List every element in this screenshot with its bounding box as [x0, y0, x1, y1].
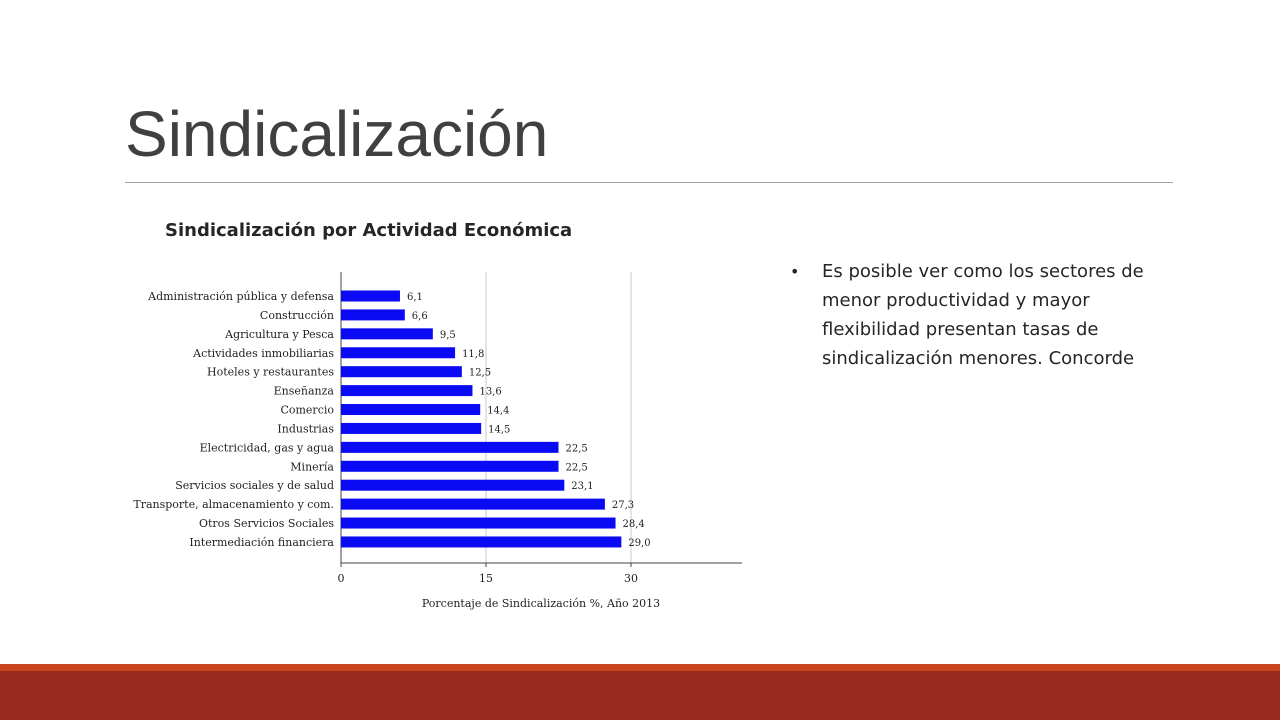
value-label-9: 22,5: [566, 462, 588, 473]
category-label-5: Enseñanza: [274, 385, 335, 398]
bullet-icon: •: [790, 262, 800, 281]
category-label-7: Industrias: [277, 422, 334, 435]
x-tick-label-2: 30: [624, 572, 638, 585]
value-label-0: 6,1: [407, 292, 423, 303]
bar-7: [341, 422, 482, 434]
value-label-8: 22,5: [566, 443, 588, 454]
category-label-4: Hoteles y restaurantes: [207, 366, 334, 379]
category-label-0: Administración pública y defensa: [147, 290, 334, 303]
bar-6: [341, 404, 481, 416]
bar-3: [341, 347, 456, 359]
bar-8: [341, 441, 559, 453]
value-label-1: 6,6: [412, 311, 428, 322]
bar-0: [341, 290, 400, 302]
value-label-10: 23,1: [571, 481, 593, 492]
value-label-6: 14,4: [487, 406, 509, 417]
bar-4: [341, 366, 462, 378]
bar-12: [341, 517, 616, 529]
x-tick-label-1: 15: [479, 572, 493, 585]
category-label-13: Intermediación financiera: [189, 536, 334, 549]
value-label-7: 14,5: [488, 424, 510, 435]
bullet-text: Es posible ver como los sectores de meno…: [822, 261, 1144, 369]
value-label-3: 11,8: [462, 349, 484, 360]
category-label-1: Construcción: [260, 309, 334, 322]
footer-band-accent: [0, 664, 1280, 671]
value-label-13: 29,0: [628, 538, 650, 549]
category-label-10: Servicios sociales y de salud: [175, 479, 334, 492]
category-label-8: Electricidad, gas y agua: [200, 441, 335, 454]
slide-title: Sindicalización: [125, 98, 549, 170]
bar-11: [341, 498, 605, 510]
value-label-11: 27,3: [612, 500, 634, 511]
bar-10: [341, 479, 565, 491]
bar-9: [341, 460, 559, 472]
category-label-6: Comercio: [280, 404, 334, 417]
category-label-3: Actividades inmobiliarias: [192, 347, 334, 360]
bullet-item: • Es posible ver como los sectores de me…: [790, 257, 1185, 373]
value-label-12: 28,4: [623, 519, 645, 530]
chart-heading: Sindicalización por Actividad Económica: [165, 220, 573, 241]
category-label-2: Agricultura y Pesca: [224, 328, 334, 341]
category-label-9: Minería: [290, 460, 334, 473]
value-label-5: 13,6: [479, 387, 501, 398]
x-axis-label: Porcentaje de Sindicalización %, Año 201…: [422, 597, 660, 610]
x-tick-label-0: 0: [338, 572, 345, 585]
bar-1: [341, 309, 405, 321]
category-label-11: Transporte, almacenamiento y com.: [133, 498, 334, 511]
footer-band: [0, 671, 1280, 720]
bar-13: [341, 536, 622, 548]
bar-5: [341, 385, 473, 397]
value-label-2: 9,5: [440, 330, 456, 341]
bar-2: [341, 328, 433, 340]
bullet-list: • Es posible ver como los sectores de me…: [790, 257, 1185, 373]
value-label-4: 12,5: [469, 368, 491, 379]
title-divider: [125, 182, 1173, 183]
category-label-12: Otros Servicios Sociales: [199, 517, 334, 530]
